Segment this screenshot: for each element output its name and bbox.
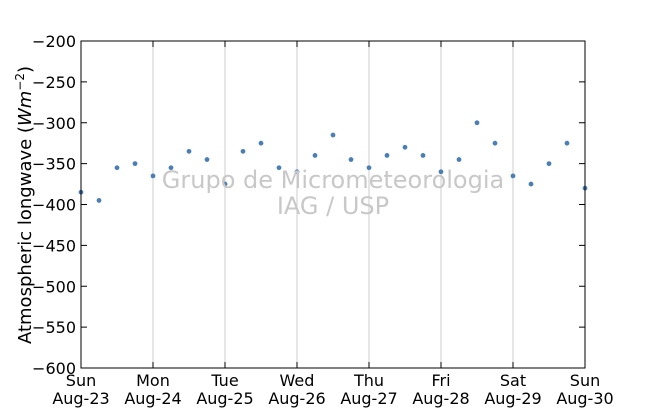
watermark-line1: Grupo de Micrometeorologia	[162, 166, 504, 194]
x-tick-label-day: Wed	[280, 371, 315, 390]
x-tick-label-day: Thu	[353, 371, 384, 390]
y-tick-label: −450	[32, 236, 76, 255]
data-point	[312, 153, 318, 158]
y-tick-label: −500	[32, 277, 76, 296]
x-tick-label-date: Aug-25	[196, 389, 253, 408]
y-tick-label: −350	[32, 155, 76, 174]
data-point	[384, 153, 390, 158]
data-point	[402, 144, 408, 150]
data-point	[510, 173, 516, 179]
x-tick-label-day: Sat	[500, 371, 526, 390]
y-tick-label: −550	[32, 318, 76, 337]
y-axis-label-exp: −2	[13, 73, 27, 91]
data-point	[258, 140, 264, 146]
y-tick-label: −200	[32, 32, 76, 51]
data-point	[420, 153, 426, 158]
data-point	[276, 165, 282, 171]
data-point	[204, 157, 210, 162]
x-tick-label-date: Aug-29	[484, 389, 541, 408]
y-axis-ticks: −200 −250 −300 −350 −400 −450 −500 −550 −600	[32, 32, 585, 378]
data-point	[456, 157, 462, 162]
data-points	[78, 120, 588, 203]
y-axis-label-text: Atmospheric longwave (	[15, 126, 36, 344]
data-point	[222, 181, 228, 187]
data-point	[564, 140, 570, 146]
data-point	[240, 148, 246, 154]
x-tick-label-date: Aug-24	[124, 389, 181, 408]
data-point	[96, 198, 102, 203]
data-point	[168, 165, 174, 171]
y-tick-label: −300	[32, 114, 76, 133]
x-tick-label-date: Aug-23	[52, 389, 109, 408]
x-tick-label-date: Aug-28	[412, 389, 469, 408]
data-point	[150, 173, 156, 179]
data-point	[132, 161, 138, 167]
data-point	[474, 120, 480, 126]
grid-lines	[152, 41, 514, 368]
data-point	[492, 140, 498, 146]
y-tick-label: −250	[32, 73, 76, 92]
x-tick-label-date: Aug-26	[268, 389, 325, 408]
y-tick-label: −600	[32, 359, 76, 378]
x-tick-label-day: Mon	[136, 371, 170, 390]
x-tick-label-date: Aug-30	[556, 389, 613, 408]
data-point	[438, 169, 444, 175]
x-tick-label-day: Tue	[210, 371, 238, 390]
data-point	[348, 157, 354, 162]
data-point	[366, 165, 372, 171]
data-point	[294, 169, 300, 175]
watermark-line2: IAG / USP	[277, 192, 389, 220]
x-tick-label-date: Aug-27	[340, 389, 397, 408]
y-axis-label-unit: Wm	[15, 91, 36, 126]
data-point	[330, 132, 336, 138]
data-point	[546, 161, 552, 167]
data-point	[528, 181, 534, 187]
y-axis-label: Atmospheric longwave (Wm−2)	[13, 66, 36, 344]
x-tick-label-day: Fri	[431, 371, 450, 390]
x-tick-label-day: Sun	[66, 371, 96, 390]
x-axis-ticks: SunAug-23MonAug-24TueAug-25WedAug-26ThuA…	[52, 41, 614, 408]
y-tick-label: −400	[32, 196, 76, 215]
y-axis-label-close: )	[15, 66, 36, 73]
data-point	[114, 165, 120, 171]
x-tick-label-day: Sun	[570, 371, 600, 390]
data-point	[186, 148, 192, 154]
